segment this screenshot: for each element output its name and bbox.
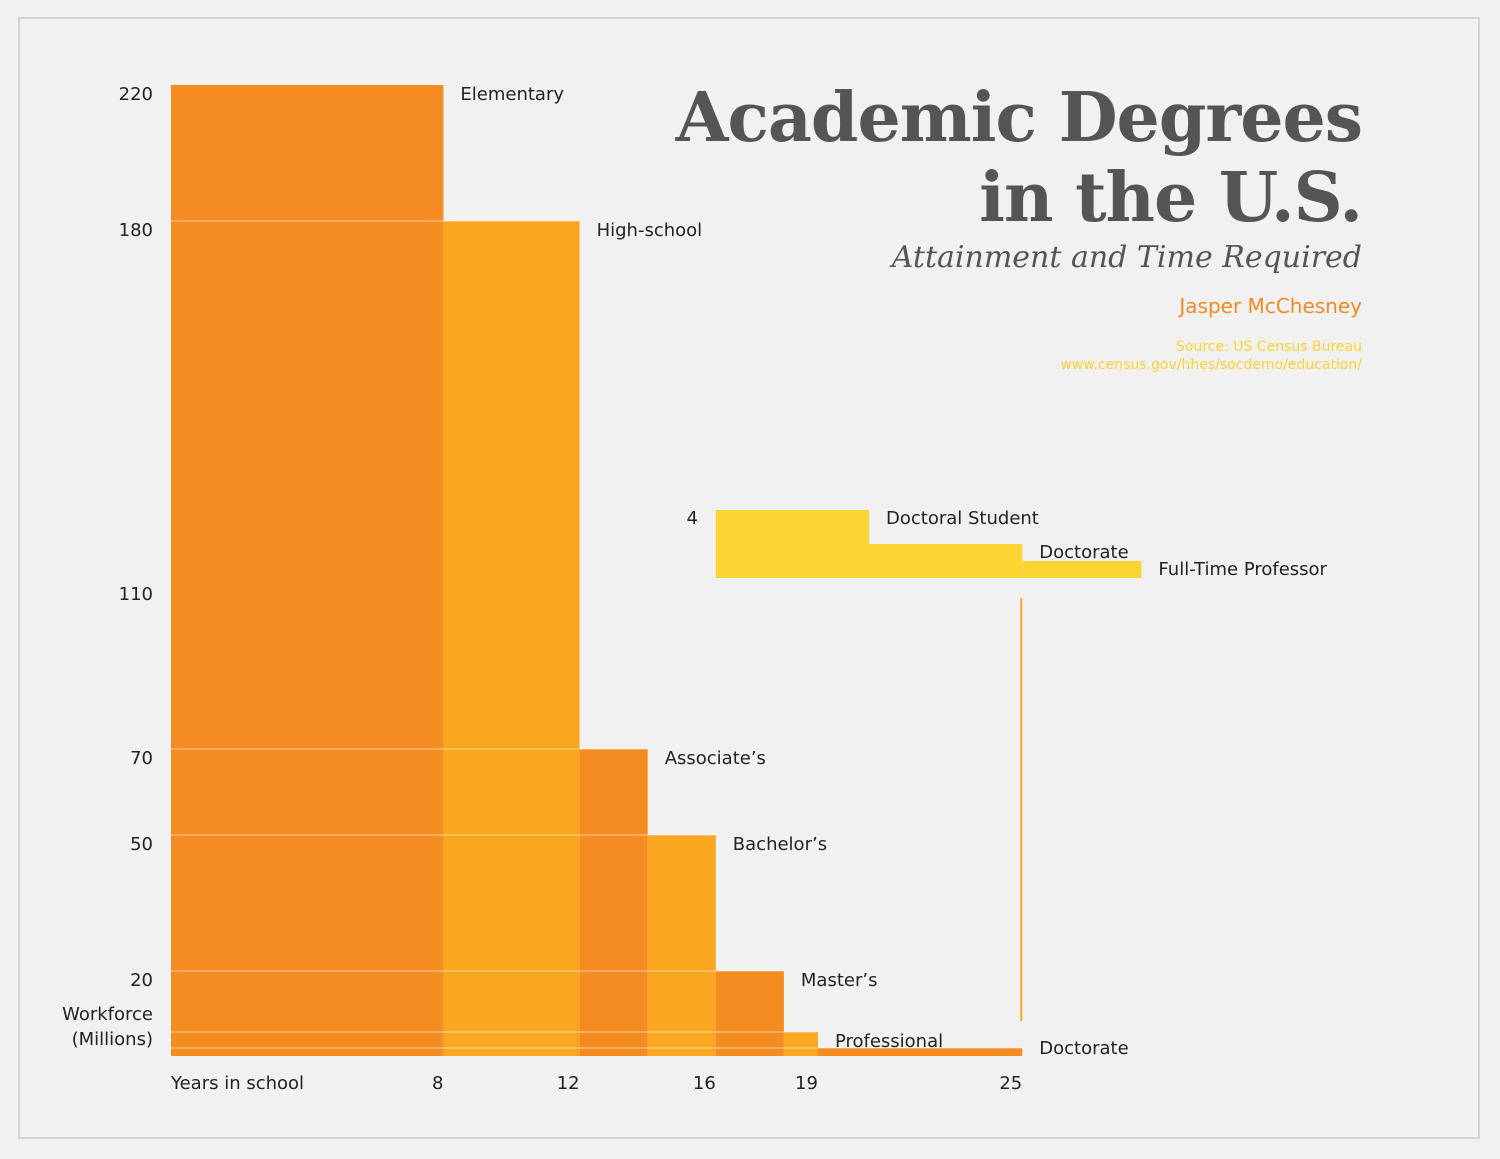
bar-master-s xyxy=(715,971,784,1056)
inset-y-tick: 4 xyxy=(687,508,698,529)
source-label: Source: US Census Bureau xyxy=(1176,339,1362,355)
bar-bachelor-s xyxy=(647,835,716,1056)
y-tick-180: 180 xyxy=(119,220,153,241)
x-tick-12: 12 xyxy=(557,1073,580,1094)
y-axis-label-line-1: Workforce xyxy=(62,1004,153,1025)
x-tick-16: 16 xyxy=(693,1073,716,1094)
subtitle: Attainment and Time Required xyxy=(891,240,1362,275)
y-axis-label-line-2: (Millions) xyxy=(72,1029,153,1050)
bar-label-high-school: High-school xyxy=(597,220,703,241)
y-tick-50: 50 xyxy=(130,834,153,855)
inset-label-doctoral-student: Doctoral Student xyxy=(886,508,1039,529)
bar-label-master-s: Master’s xyxy=(801,970,878,991)
bar-professional xyxy=(783,1032,818,1056)
bar-label-associate-s: Associate’s xyxy=(665,748,766,769)
inset-bar-full-time-professor xyxy=(1022,561,1142,578)
x-tick-25: 25 xyxy=(999,1073,1022,1094)
title-line-1: Academic Degrees xyxy=(675,78,1363,158)
x-tick-19: 19 xyxy=(795,1073,818,1094)
y-tick-220: 220 xyxy=(119,84,153,105)
bar-label-elementary: Elementary xyxy=(460,84,564,105)
y-tick-110: 110 xyxy=(119,584,153,605)
bar-associate-s xyxy=(579,749,648,1056)
inset-bar-doctoral-student xyxy=(715,510,870,578)
source-url: www.census.gov/hhes/socdemo/education/ xyxy=(1060,357,1362,373)
y-tick-70: 70 xyxy=(130,748,153,769)
bar-doctorate xyxy=(817,1048,1023,1056)
y-tick-20: 20 xyxy=(130,970,153,991)
inset-label-doctorate: Doctorate xyxy=(1039,542,1128,563)
bar-label-doctorate: Doctorate xyxy=(1039,1038,1128,1059)
bar-label-professional: Professional xyxy=(835,1031,943,1052)
x-tick-8: 8 xyxy=(432,1073,443,1094)
bar-label-bachelor-s: Bachelor’s xyxy=(733,834,827,855)
bar-high-school xyxy=(443,221,580,1056)
inset-bar-doctorate xyxy=(869,544,1023,578)
author: Jasper McChesney xyxy=(1179,294,1362,318)
title-line-2: in the U.S. xyxy=(979,158,1363,238)
chart-frame xyxy=(18,17,1480,1139)
x-axis-label: Years in school xyxy=(170,1073,304,1094)
bar-elementary xyxy=(171,85,444,1056)
inset-label-full-time-professor: Full-Time Professor xyxy=(1158,559,1327,580)
